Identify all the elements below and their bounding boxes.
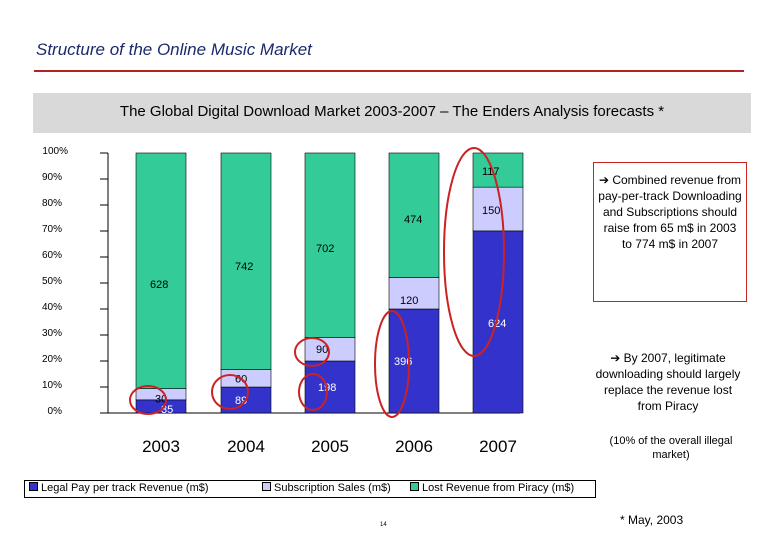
- footnote: * May, 2003: [620, 513, 684, 527]
- legend-item-piracy: Lost Revenue from Piracy (m$): [410, 482, 574, 494]
- bar-segment: [472, 230, 524, 414]
- bar-segment: [388, 277, 440, 310]
- chart-subtitle: The Global Digital Download Market 2003-…: [119, 103, 665, 120]
- note-box-revenue: [593, 162, 747, 302]
- x-tick-label: 2004: [227, 437, 265, 456]
- bar-segment: [472, 186, 524, 232]
- bar-segment: [304, 152, 356, 338]
- x-tick-label: 2003: [142, 437, 180, 456]
- page-title: Structure of the Online Music Market: [36, 40, 312, 59]
- y-tick-label: 90%: [41, 172, 62, 183]
- data-label: 90: [316, 344, 328, 356]
- highlight-circle: [211, 374, 249, 410]
- y-tick-label: 20%: [41, 354, 62, 365]
- y-tick-label: 0%: [47, 406, 62, 417]
- bar-segment: [304, 360, 356, 414]
- page-number: 14: [380, 522, 387, 528]
- note-illegal-market: (10% of the overall illegal market): [609, 435, 733, 461]
- y-tick-label: 60%: [41, 250, 62, 261]
- legend-swatch-piracy: [410, 482, 419, 491]
- bar-segment: [304, 337, 356, 362]
- bar-segment: [220, 152, 272, 370]
- y-tick-label: 80%: [41, 198, 62, 209]
- x-tick-label: 2006: [395, 437, 433, 456]
- bar-segment: [472, 152, 524, 188]
- highlight-circle: [443, 147, 505, 357]
- data-label: 474: [404, 214, 422, 226]
- legend-label-piracy: Lost Revenue from Piracy (m$): [422, 482, 575, 494]
- y-tick-label: 100%: [42, 146, 68, 157]
- data-label: 35: [161, 404, 173, 416]
- note-combined-revenue: ➔ Combined revenue from pay-per-track Do…: [598, 173, 742, 251]
- x-tick-label: 2007: [479, 437, 517, 456]
- y-tick-label: 40%: [41, 302, 62, 313]
- data-label: 120: [400, 295, 418, 307]
- data-label: 396: [394, 356, 412, 368]
- y-tick-label: 70%: [41, 224, 62, 235]
- highlight-circle: [294, 337, 330, 367]
- subtitle-banner: The Global Digital Download Market 2003-…: [33, 93, 751, 133]
- x-tick-label: 2005: [311, 437, 349, 456]
- data-label: 30: [155, 394, 167, 406]
- highlight-circle: [298, 373, 328, 411]
- legend-swatch-legal-pay: [29, 482, 38, 491]
- data-label: 742: [235, 261, 253, 273]
- y-tick-label: 50%: [41, 276, 62, 287]
- y-tick-label: 10%: [41, 380, 62, 391]
- note-legitimate-downloading: ➔ By 2007, legitimate downloading should…: [595, 351, 741, 413]
- data-label: 89: [235, 395, 247, 407]
- title-rule: [34, 70, 744, 72]
- legend-label-legal-pay: Legal Pay per track Revenue (m$): [41, 482, 209, 494]
- chart-legend: Legal Pay per track Revenue (m$) Subscri…: [24, 480, 596, 498]
- bar-segment: [388, 308, 440, 414]
- highlight-circle: [129, 385, 167, 415]
- bar-segment: [135, 152, 187, 389]
- bar-segment: [388, 152, 440, 278]
- legend-item-subscription: Subscription Sales (m$): [262, 482, 391, 494]
- y-tick-label: 30%: [41, 328, 62, 339]
- highlight-circle: [374, 310, 410, 418]
- data-label: 702: [316, 243, 334, 255]
- legend-item-legal-pay: Legal Pay per track Revenue (m$): [29, 482, 209, 494]
- data-label: 628: [150, 279, 168, 291]
- data-label: 624: [488, 318, 506, 330]
- legend-swatch-subscription: [262, 482, 271, 491]
- data-label: 150: [482, 205, 500, 217]
- legend-label-subscription: Subscription Sales (m$): [274, 482, 391, 494]
